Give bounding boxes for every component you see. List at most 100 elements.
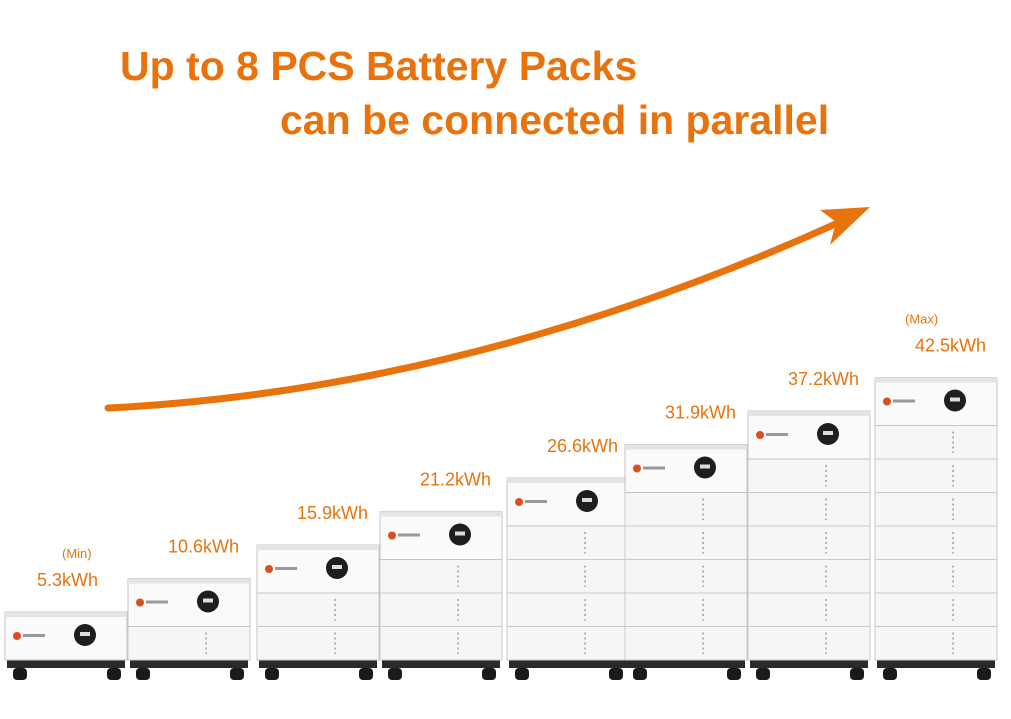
controller-top: [380, 511, 502, 517]
capacity-label: 31.9kWh: [665, 403, 736, 423]
display-glyph: [950, 397, 960, 402]
logo: [136, 598, 144, 607]
battery-module: [506, 559, 630, 594]
logo-text: [23, 634, 45, 637]
growth-arrow: [104, 218, 844, 412]
wheel: [850, 668, 864, 680]
controller-top: [5, 612, 127, 617]
wheel: [388, 668, 402, 680]
display-glyph: [80, 632, 90, 636]
stack-base: [627, 660, 745, 668]
arrow-head: [820, 207, 870, 245]
controller-top: [128, 578, 250, 584]
wheel: [482, 668, 496, 680]
controller-top: [748, 411, 870, 416]
battery-module: [874, 425, 998, 460]
stack-base: [7, 660, 125, 668]
battery-module: [256, 592, 380, 627]
capacity-label: 26.6kWh: [547, 436, 618, 456]
logo: [756, 431, 764, 439]
stack-base: [382, 660, 500, 668]
capacity-note: (Min): [62, 546, 92, 561]
display-glyph: [203, 598, 213, 603]
battery-module: [874, 559, 998, 594]
wheel: [107, 668, 121, 680]
battery-module: [747, 559, 871, 594]
wheel: [727, 668, 741, 680]
controller-top: [257, 545, 379, 550]
logo: [515, 498, 523, 506]
logo-text: [893, 399, 915, 403]
battery-module: [624, 525, 748, 560]
battery-stacks: 5.3kWh (Min) 10.6kWh 15.9kWh 21.2kWh 26.6kWh 3…: [4, 312, 998, 680]
battery-module: [747, 492, 871, 527]
display-glyph: [823, 431, 833, 435]
battery-module: [127, 626, 251, 661]
logo-text: [766, 433, 788, 436]
display-glyph: [332, 565, 342, 569]
wheel: [230, 668, 244, 680]
wheel: [633, 668, 647, 680]
logo-text: [525, 500, 547, 503]
capacity-note: (Max): [905, 312, 938, 327]
logo-text: [398, 533, 420, 537]
logo: [13, 632, 21, 640]
battery-module: [624, 559, 748, 594]
controller-top: [625, 444, 747, 450]
battery-module: [624, 592, 748, 627]
capacity-label: 5.3kWh: [37, 570, 98, 590]
controller-top: [875, 377, 997, 383]
battery-module: [379, 626, 503, 661]
battery-module: [624, 626, 748, 661]
battery-module: [747, 626, 871, 661]
wheel: [13, 668, 27, 680]
headline-line2: can be connected in parallel: [280, 97, 829, 143]
display-glyph: [582, 498, 592, 502]
capacity-label: 42.5kWh: [915, 336, 986, 356]
controller: [127, 578, 251, 627]
wheel: [359, 668, 373, 680]
logo-text: [643, 466, 665, 470]
stack-base: [130, 660, 248, 668]
logo: [265, 565, 273, 573]
logo-text: [275, 567, 297, 570]
battery-module: [874, 592, 998, 627]
battery-module: [747, 525, 871, 560]
stack-base: [877, 660, 995, 668]
stack-base: [259, 660, 377, 668]
logo-text: [146, 600, 168, 604]
wheel: [609, 668, 623, 680]
battery-module: [624, 492, 748, 527]
wheel: [136, 668, 150, 680]
battery-module: [747, 458, 871, 493]
battery-module: [379, 592, 503, 627]
logo: [633, 464, 641, 473]
capacity-label: 15.9kWh: [297, 503, 368, 523]
capacity-label: 37.2kWh: [788, 369, 859, 389]
battery-module: [874, 626, 998, 661]
capacity-label: 10.6kWh: [168, 537, 239, 557]
controller-top: [507, 478, 629, 483]
logo: [388, 531, 396, 540]
stack-base: [509, 660, 627, 668]
battery-module: [506, 592, 630, 627]
battery-module: [506, 626, 630, 661]
display-glyph: [455, 531, 465, 536]
battery-module: [506, 525, 630, 560]
capacity-label: 21.2kWh: [420, 470, 491, 490]
stack-base: [750, 660, 868, 668]
battery-module: [256, 626, 380, 661]
battery-module: [874, 458, 998, 493]
battery-module: [874, 492, 998, 527]
wheel: [883, 668, 897, 680]
headline-line1: Up to 8 PCS Battery Packs: [120, 43, 637, 89]
display-glyph: [700, 464, 710, 469]
wheel: [515, 668, 529, 680]
wheel: [977, 668, 991, 680]
battery-module: [379, 559, 503, 594]
battery-module: [874, 525, 998, 560]
logo: [883, 397, 891, 406]
battery-module: [747, 592, 871, 627]
wheel: [265, 668, 279, 680]
